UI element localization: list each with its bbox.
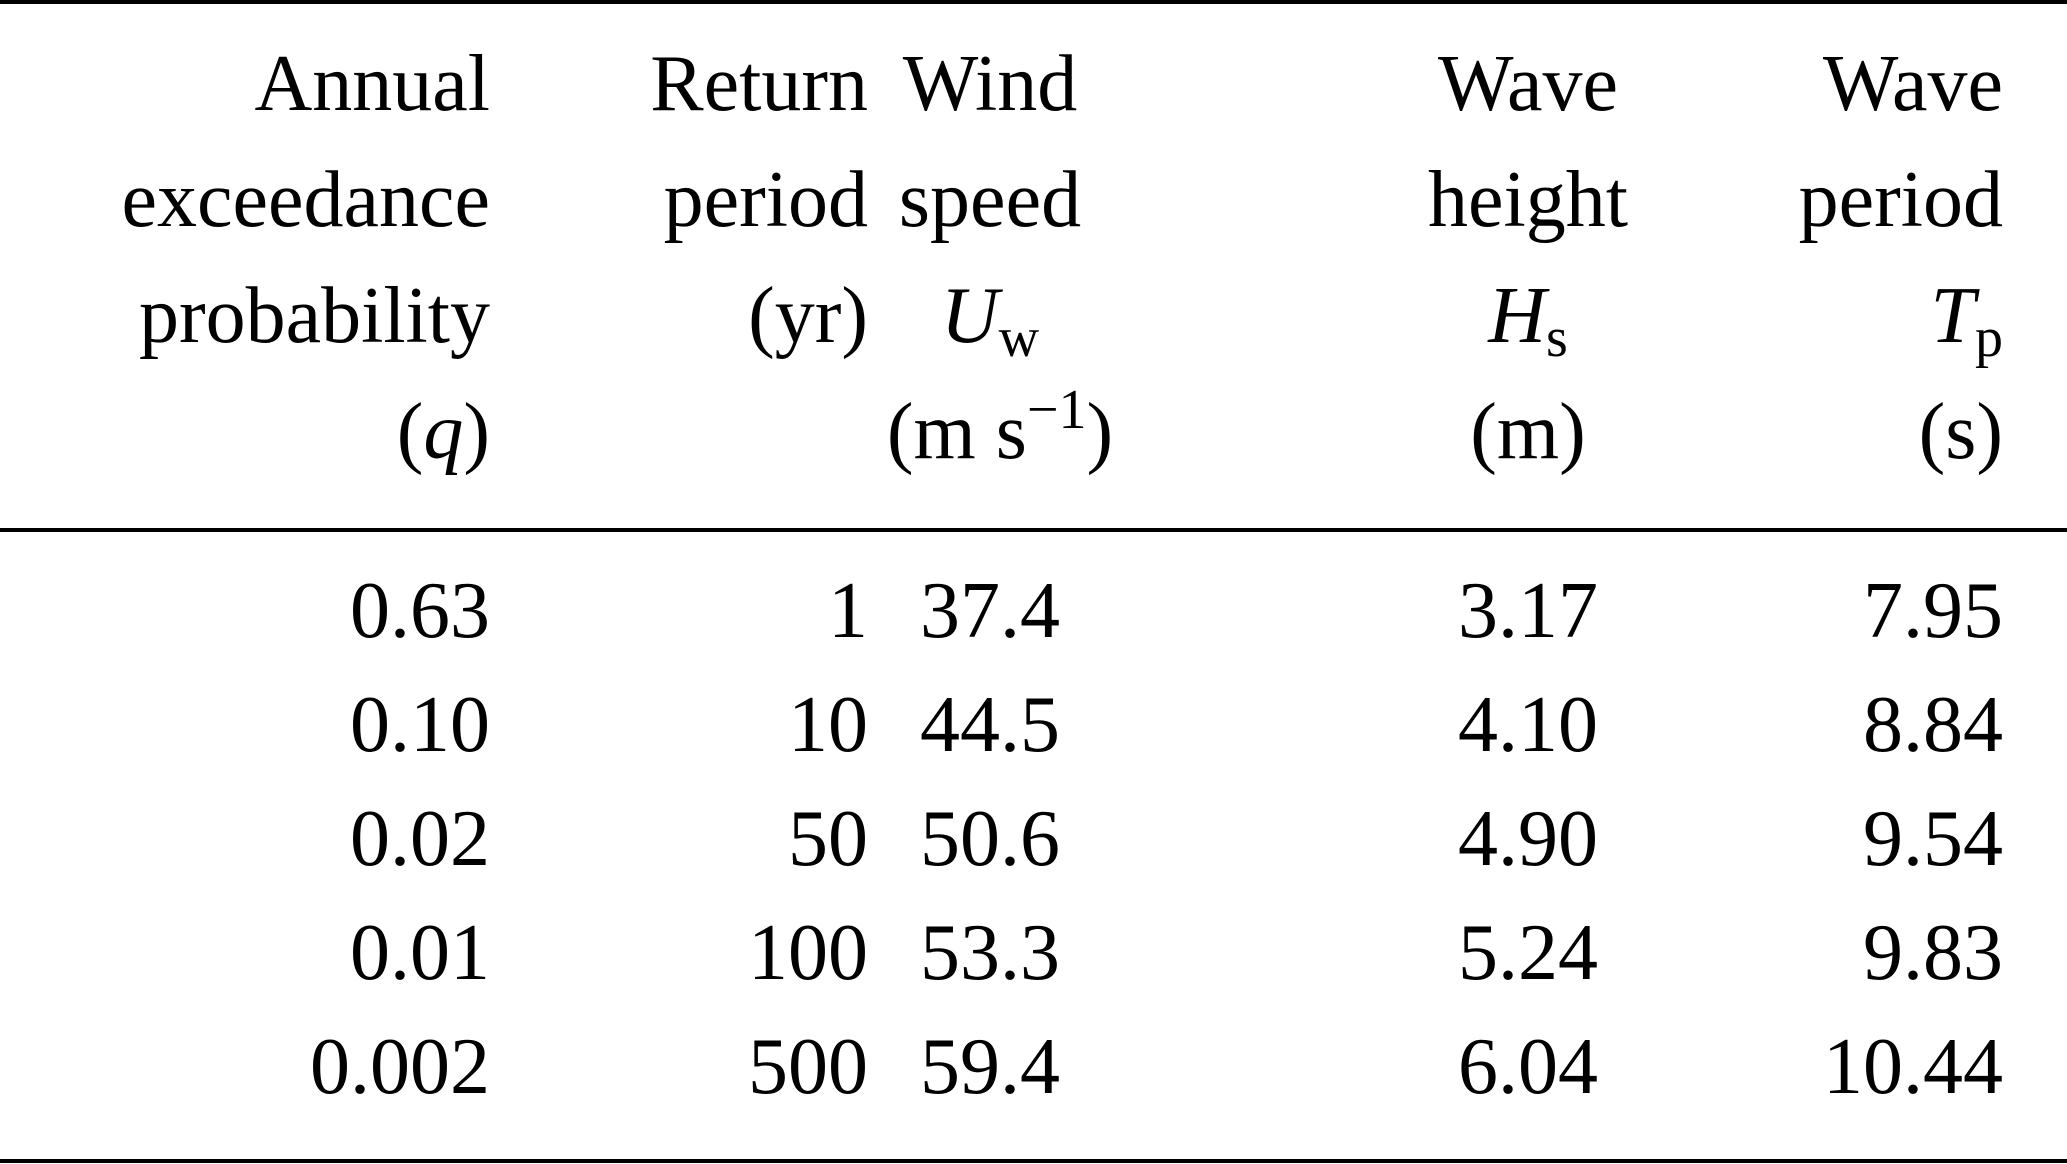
cell-probability: 0.002 [310, 1023, 490, 1111]
cell-wave-period: 8.84 [1863, 681, 2003, 769]
header-unit: (m s−1) [886, 379, 1114, 476]
cell-probability: 0.02 [350, 795, 490, 883]
cell-return-period: 10 [788, 681, 868, 769]
cell-wind-speed: 53.3 [920, 909, 1060, 997]
table-bottom-rule [0, 1159, 2067, 1163]
table-header-rule [0, 528, 2067, 532]
header-line: period [663, 156, 868, 244]
header-symbol-subscript: w [998, 307, 1040, 369]
cell-wind-speed: 37.4 [920, 567, 1060, 655]
header-symbol-q: q [423, 388, 464, 476]
header-line: (yr) [748, 272, 868, 360]
header-line: Wave [1822, 40, 2003, 128]
cell-return-period: 500 [748, 1023, 868, 1111]
header-line: Wave [1437, 40, 1619, 128]
cell-probability: 0.63 [350, 567, 490, 655]
header-symbol-main: T [1930, 272, 1976, 360]
header-line: period [1798, 156, 2003, 244]
header-symbol-main: H [1488, 272, 1546, 360]
header-line: exceedance [121, 156, 490, 244]
header-symbol: Uw [840, 276, 1140, 369]
cell-wind-speed: 50.6 [920, 795, 1060, 883]
header-unit: (m) [1470, 388, 1586, 476]
header-line: Annual [254, 40, 490, 128]
header-line: Wind [902, 40, 1078, 128]
header-unit: (s) [1918, 388, 2003, 476]
cell-wave-height: 4.90 [1458, 795, 1598, 883]
header-symbol-subscript: p [1975, 307, 2003, 369]
header-line: speed [898, 156, 1082, 244]
header-symbol-subscript: s [1545, 307, 1568, 369]
cell-wave-period: 9.54 [1863, 795, 2003, 883]
header-symbol: Tp [1931, 276, 2004, 369]
cell-wind-speed: 44.5 [920, 681, 1060, 769]
cell-probability: 0.10 [350, 681, 490, 769]
header-symbol: (q) [396, 388, 490, 476]
header-symbol: Hs [1368, 276, 1688, 369]
cell-wave-period: 7.95 [1863, 567, 2003, 655]
cell-wave-height: 5.24 [1458, 909, 1598, 997]
cell-wind-speed: 59.4 [920, 1023, 1060, 1111]
header-line: probability [138, 272, 490, 360]
cell-wave-period: 9.83 [1863, 909, 2003, 997]
table-top-rule [0, 0, 2067, 4]
cell-wave-period: 10.44 [1823, 1023, 2003, 1111]
cell-return-period: 50 [788, 795, 868, 883]
header-line: height [1428, 156, 1628, 244]
cell-return-period: 1 [828, 567, 868, 655]
cell-wave-height: 3.17 [1458, 567, 1598, 655]
header-line: Return [650, 40, 868, 128]
cell-wave-height: 4.10 [1458, 681, 1598, 769]
cell-wave-height: 6.04 [1458, 1023, 1598, 1111]
cell-probability: 0.01 [350, 909, 490, 997]
header-unit-base: m s [913, 388, 1027, 476]
cell-return-period: 100 [748, 909, 868, 997]
header-unit-superscript: −1 [1026, 379, 1087, 441]
header-symbol-main: U [940, 272, 999, 360]
